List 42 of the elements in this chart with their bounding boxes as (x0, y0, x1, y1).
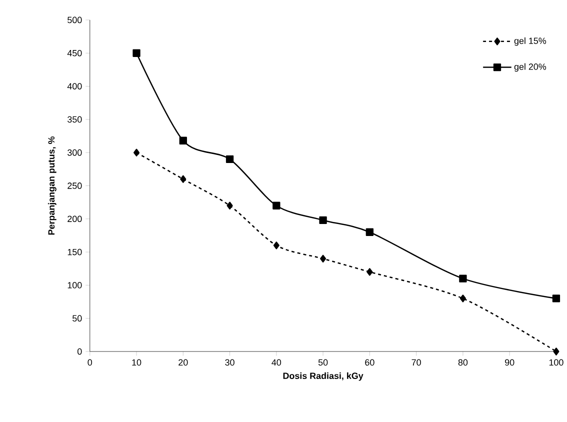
point (552, 294, 560, 302)
x-tick-label: 0 (88, 359, 92, 366)
point (273, 241, 280, 250)
point (460, 294, 466, 302)
y-tick-label: 500 (68, 16, 82, 23)
point (179, 136, 187, 144)
x-tick-label: 20 (178, 359, 188, 366)
x-tick-label: 60 (365, 359, 374, 366)
point (459, 274, 467, 282)
y-axis-title: Perpanjangan putus, % (48, 136, 56, 234)
point (320, 254, 326, 262)
legend-label: gel 20% (514, 63, 546, 72)
x-tick-label: 30 (225, 359, 234, 366)
x-tick-label: 90 (505, 359, 514, 366)
y-tick-label: 350 (68, 116, 82, 122)
x-axis-title: Dosis Radiasi, kGy (283, 372, 364, 381)
y-tick-label: 100 (68, 282, 82, 288)
point (226, 155, 234, 163)
legend-label: gel 15% (514, 37, 546, 46)
point (366, 228, 374, 236)
y-tick-label: 50 (72, 314, 82, 322)
point (226, 202, 233, 210)
x-tick-label: 50 (318, 359, 328, 366)
x-tick-label: 80 (458, 359, 468, 366)
y-tick-label: 400 (67, 82, 82, 90)
x-tick-label: 40 (272, 359, 282, 366)
point (272, 202, 280, 210)
point (132, 49, 140, 57)
x-tick-label: 10 (132, 359, 142, 366)
y-tick-label: 0 (77, 348, 82, 354)
y-tick-label: 150 (68, 248, 82, 256)
y-tick-label: 200 (68, 216, 82, 222)
x-tick-label: 100 (549, 359, 564, 366)
point (319, 216, 327, 224)
point (133, 148, 140, 156)
point (366, 268, 373, 276)
point (553, 347, 560, 356)
y-tick-label: 300 (68, 149, 82, 156)
y-tick-label: 250 (68, 182, 82, 189)
point (180, 175, 186, 183)
y-tick-label: 450 (67, 50, 82, 56)
x-tick-label: 70 (412, 359, 421, 366)
